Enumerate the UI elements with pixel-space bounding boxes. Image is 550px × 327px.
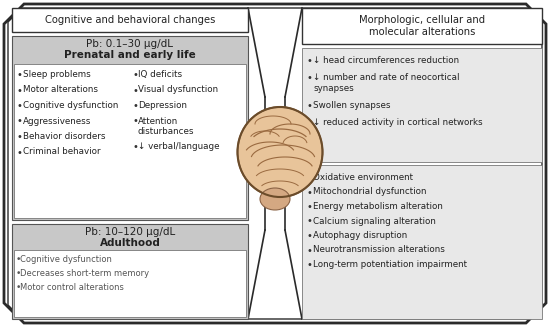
Text: Adulthood: Adulthood	[100, 238, 161, 248]
Text: Mitochondrial dysfunction: Mitochondrial dysfunction	[313, 187, 426, 197]
Text: IQ deficits: IQ deficits	[138, 70, 182, 79]
Text: •: •	[132, 142, 138, 152]
Text: •: •	[17, 132, 23, 142]
Text: •: •	[307, 202, 313, 212]
Text: •: •	[307, 173, 313, 183]
Text: •: •	[17, 70, 23, 80]
Ellipse shape	[260, 188, 290, 210]
FancyBboxPatch shape	[302, 8, 542, 44]
Text: Energy metabolism alteration: Energy metabolism alteration	[313, 202, 443, 211]
Text: •: •	[132, 70, 138, 80]
FancyBboxPatch shape	[302, 165, 542, 319]
Text: Sleep problems: Sleep problems	[23, 70, 91, 79]
Text: ↓ head circumferences reduction: ↓ head circumferences reduction	[313, 56, 459, 65]
Text: Calcium signaling alteration: Calcium signaling alteration	[313, 216, 436, 226]
Text: Pb: 10–120 μg/dL: Pb: 10–120 μg/dL	[85, 227, 175, 237]
Text: •: •	[16, 283, 21, 292]
Text: •: •	[307, 216, 313, 227]
Text: •: •	[17, 116, 23, 127]
Polygon shape	[4, 4, 546, 323]
FancyBboxPatch shape	[302, 48, 542, 162]
Text: •: •	[307, 246, 313, 255]
Text: Pb: 0.1–30 μg/dL: Pb: 0.1–30 μg/dL	[86, 39, 173, 49]
FancyBboxPatch shape	[12, 8, 248, 32]
Text: Aggressiveness: Aggressiveness	[23, 116, 91, 126]
Text: Oxidative environment: Oxidative environment	[313, 173, 413, 182]
FancyBboxPatch shape	[12, 36, 248, 220]
Text: Depression: Depression	[138, 101, 187, 110]
Text: Attention: Attention	[138, 116, 178, 126]
Text: Cognitive and behavioral changes: Cognitive and behavioral changes	[45, 15, 215, 25]
Text: Neurotransmission alterations: Neurotransmission alterations	[313, 246, 445, 254]
Text: ↓ reduced activity in cortical networks: ↓ reduced activity in cortical networks	[313, 118, 483, 127]
Text: •: •	[16, 255, 21, 264]
FancyBboxPatch shape	[14, 250, 246, 317]
Text: ↓ verbal/language: ↓ verbal/language	[138, 142, 219, 151]
Text: Prenatal and early life: Prenatal and early life	[64, 50, 196, 60]
Text: •: •	[307, 260, 313, 270]
Text: Swollen synapses: Swollen synapses	[313, 101, 390, 110]
Text: Motor alterations: Motor alterations	[23, 85, 98, 95]
Text: •: •	[17, 101, 23, 111]
Text: Long-term potentiation impairment: Long-term potentiation impairment	[313, 260, 467, 269]
Text: •: •	[132, 85, 138, 95]
Text: Morphologic, cellular and
molecular alterations: Morphologic, cellular and molecular alte…	[359, 15, 485, 37]
Text: Decreases short-term memory: Decreases short-term memory	[20, 269, 149, 278]
Text: •: •	[307, 73, 313, 83]
Text: disturbances: disturbances	[138, 127, 195, 135]
Text: •: •	[132, 116, 138, 127]
Text: synapses: synapses	[313, 84, 354, 93]
Text: •: •	[307, 56, 313, 66]
Text: Cognitive dysfunction: Cognitive dysfunction	[23, 101, 118, 110]
Text: Motor control alterations: Motor control alterations	[20, 283, 124, 292]
Text: •: •	[307, 118, 313, 128]
Text: Cognitive dysfunction: Cognitive dysfunction	[20, 255, 112, 264]
Text: •: •	[307, 231, 313, 241]
Polygon shape	[8, 8, 542, 319]
FancyBboxPatch shape	[14, 64, 246, 218]
FancyBboxPatch shape	[12, 224, 248, 319]
Ellipse shape	[238, 107, 322, 197]
Text: ↓ number and rate of neocortical: ↓ number and rate of neocortical	[313, 73, 459, 82]
Text: Autophagy disruption: Autophagy disruption	[313, 231, 407, 240]
Text: Visual dysfunction: Visual dysfunction	[138, 85, 218, 95]
Text: Behavior disorders: Behavior disorders	[23, 132, 106, 141]
Text: •: •	[132, 101, 138, 111]
Text: •: •	[17, 147, 23, 158]
Text: •: •	[307, 101, 313, 111]
Text: Criminal behavior: Criminal behavior	[23, 147, 101, 157]
Text: •: •	[307, 187, 313, 198]
Text: •: •	[17, 85, 23, 95]
Text: •: •	[16, 269, 21, 278]
